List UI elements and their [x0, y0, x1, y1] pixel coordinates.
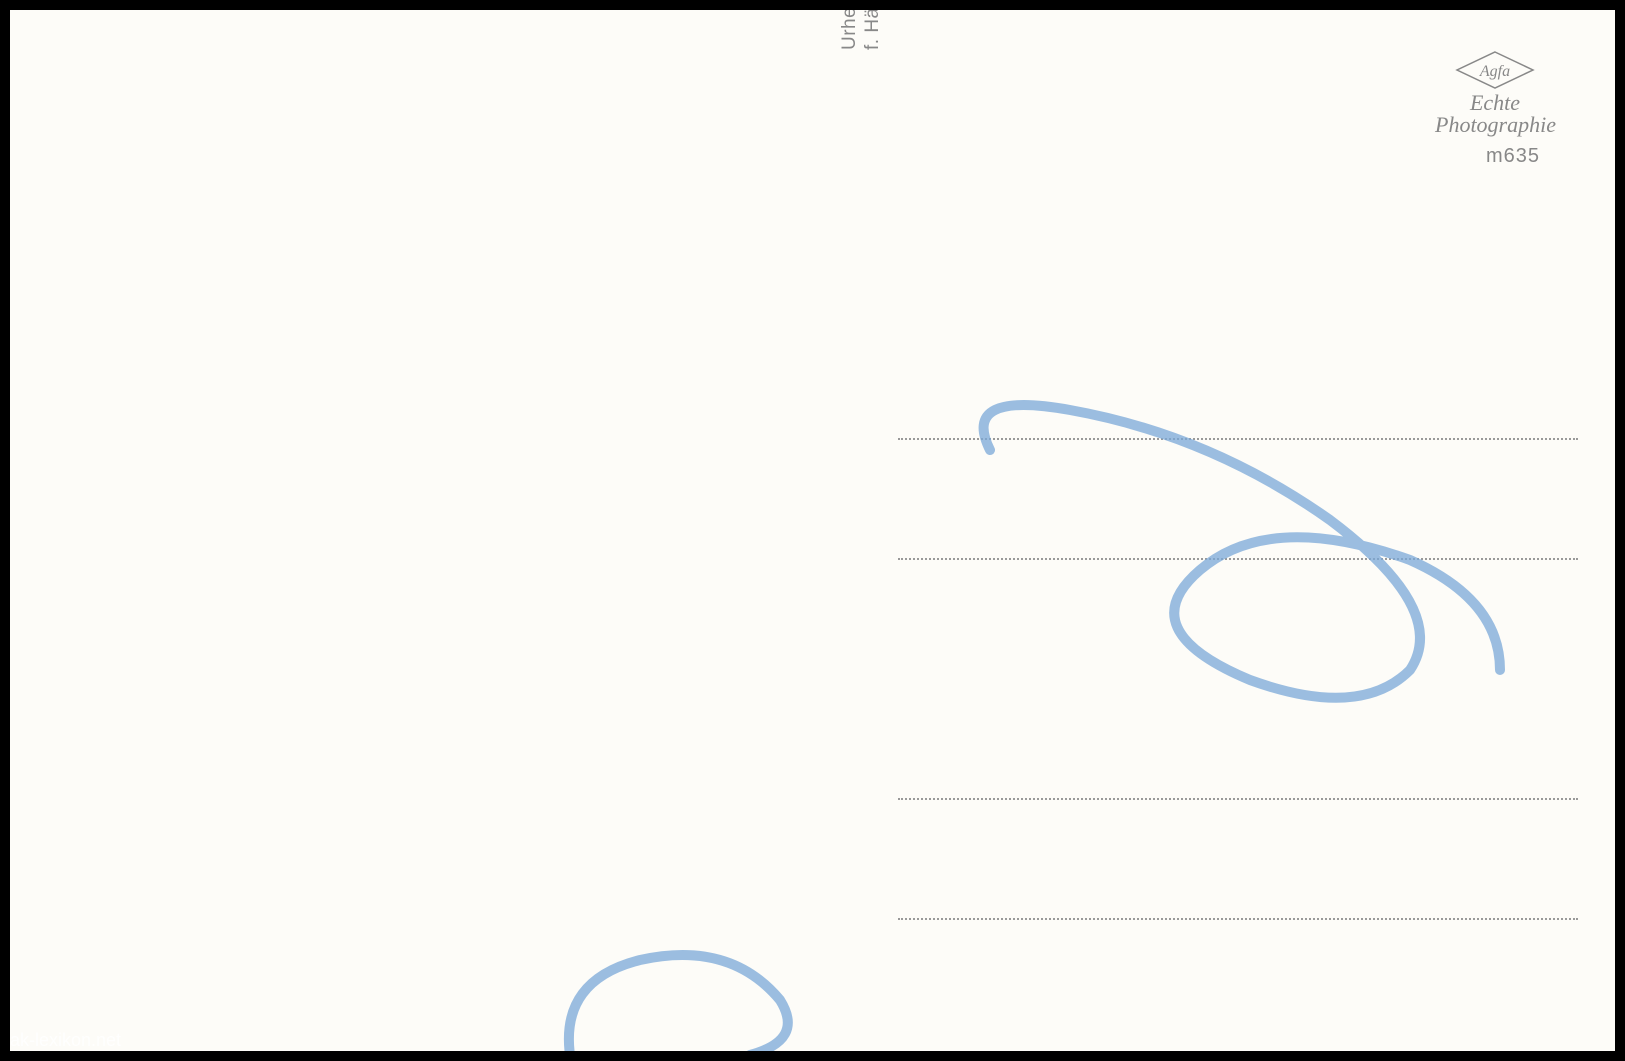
- postcard-code: m635: [1486, 145, 1540, 168]
- address-line-1: [898, 438, 1578, 440]
- copyright-text-line2: f. Häfen, Schiffahrt u. Verkehr, Bremen …: [862, 10, 884, 50]
- copyright-text-line1: Urheberrecht Westdtsch. Luftfoto, Flugha…: [838, 10, 863, 50]
- address-line-3: [898, 798, 1578, 800]
- pencil-scribble-2: [550, 940, 810, 1051]
- address-line-2: [898, 558, 1578, 560]
- watermark: ak-lexikon.net: [10, 1030, 121, 1051]
- svg-text:Agfa: Agfa: [1479, 63, 1510, 80]
- agfa-tagline: Echte Photographie: [1435, 92, 1555, 136]
- agfa-diamond-icon: Agfa: [1455, 50, 1535, 90]
- pencil-scribble-1: [910, 380, 1530, 730]
- address-line-4: [898, 918, 1578, 920]
- postcard-back: Urheberrecht Westdtsch. Luftfoto, Flugha…: [10, 10, 1615, 1051]
- agfa-logo: Agfa Echte Photographie: [1435, 50, 1555, 136]
